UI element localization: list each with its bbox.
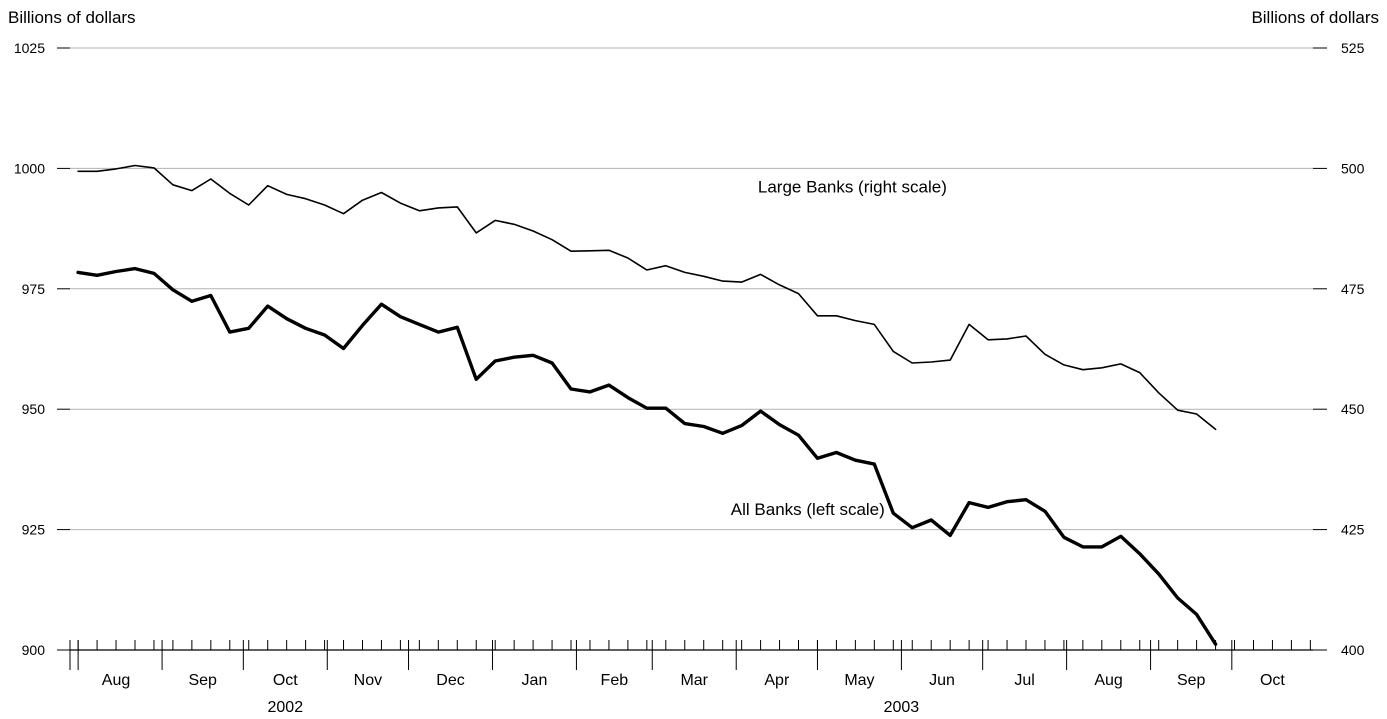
month-label: Feb bbox=[601, 672, 629, 689]
month-label: Aug bbox=[1094, 672, 1122, 689]
right-axis-tick-label: 450 bbox=[1341, 401, 1365, 417]
month-label: Sep bbox=[1177, 672, 1206, 689]
month-label: Oct bbox=[273, 672, 298, 689]
month-label: May bbox=[844, 672, 874, 689]
left-axis-tick-label: 900 bbox=[22, 642, 46, 658]
right-axis-tick-label: 400 bbox=[1341, 642, 1365, 658]
large-banks-line bbox=[77, 164, 1217, 431]
month-label: Nov bbox=[354, 672, 382, 689]
left-axis-tick-label: 1025 bbox=[14, 40, 45, 56]
left-axis-tick-label: 975 bbox=[22, 281, 46, 297]
large-banks-series-label: Large Banks (right scale) bbox=[758, 177, 947, 196]
right-axis-tick-label: 500 bbox=[1341, 160, 1365, 176]
month-label: Jan bbox=[522, 672, 548, 689]
month-label: Sep bbox=[188, 672, 217, 689]
all-banks-series-label: All Banks (left scale) bbox=[731, 500, 885, 519]
right-axis-unit-label: Billions of dollars bbox=[1251, 8, 1379, 27]
month-label: Mar bbox=[680, 672, 708, 689]
right-axis-tick-label: 425 bbox=[1341, 522, 1365, 538]
year-label: 2002 bbox=[268, 699, 304, 716]
month-label: Jun bbox=[929, 672, 955, 689]
all-banks-line bbox=[76, 266, 1218, 646]
right-axis-tick-label: 475 bbox=[1341, 281, 1365, 297]
left-axis-tick-label: 925 bbox=[22, 522, 46, 538]
right-axis-tick-label: 525 bbox=[1341, 40, 1365, 56]
month-label: Apr bbox=[764, 672, 790, 689]
month-label: Oct bbox=[1260, 672, 1285, 689]
left-axis-tick-label: 1000 bbox=[14, 160, 45, 176]
year-label: 2003 bbox=[884, 699, 920, 716]
month-label: Jul bbox=[1014, 672, 1034, 689]
month-label: Aug bbox=[102, 672, 130, 689]
left-axis-tick-label: 950 bbox=[22, 401, 46, 417]
left-axis-unit-label: Billions of dollars bbox=[8, 8, 136, 27]
month-label: Dec bbox=[436, 672, 464, 689]
